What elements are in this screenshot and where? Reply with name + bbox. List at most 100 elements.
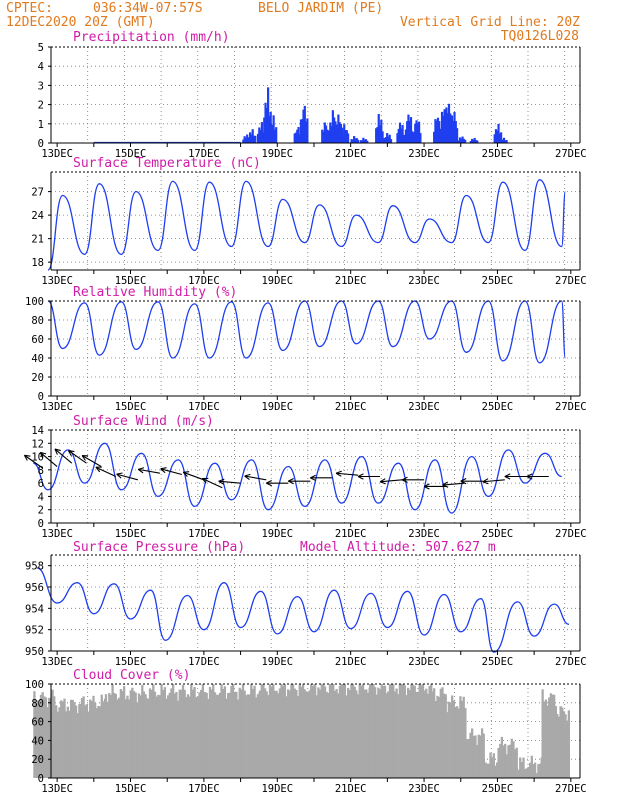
precip-bar [243, 136, 246, 143]
cloud-bar [388, 684, 392, 778]
cloud-bar [205, 692, 208, 778]
x-tick-label: 25DEC [482, 148, 514, 160]
precip-bar [338, 122, 341, 143]
precip-bar [472, 139, 475, 143]
cloud-bar [265, 691, 268, 778]
precip-bar [418, 121, 421, 143]
precip-bar [416, 123, 419, 143]
cloud-bar [549, 693, 553, 778]
y-tick-label: 60 [31, 334, 44, 346]
cloud-bar [430, 684, 433, 778]
wind-arrow-head [68, 450, 75, 453]
cloud-bar [306, 692, 310, 778]
cloud-bar [416, 692, 420, 778]
cloud-bar [46, 707, 49, 778]
wind-arrow-head [40, 451, 47, 455]
cloud-bar [395, 688, 398, 778]
cloud-bar [272, 684, 275, 778]
precip-bar [400, 128, 403, 143]
precip-bar [294, 132, 298, 143]
precip-bar [444, 126, 447, 143]
cloud-bar [144, 694, 147, 778]
cloud-bar [423, 690, 426, 778]
cloud-bar [375, 694, 378, 778]
y-tick-label: 952 [25, 625, 44, 637]
cloud-bar [492, 753, 495, 778]
wind-arrow-head [23, 454, 28, 461]
precip-bar [453, 111, 456, 143]
precip-bar [249, 132, 252, 143]
precip-bar [493, 134, 496, 143]
cloud-bar [97, 705, 100, 778]
precip-bar [476, 140, 479, 143]
precip-bar [375, 128, 378, 143]
wind-arrow-head [81, 455, 86, 461]
precip-bar [366, 140, 369, 143]
wind-arrow-head [160, 468, 166, 474]
cloud-bar [66, 706, 69, 778]
cloud-bar [76, 713, 79, 778]
precip-bar [343, 124, 346, 143]
cloud-bar [303, 689, 306, 778]
cloud-bar [508, 744, 512, 778]
cloud-bar [356, 694, 360, 778]
cloud-bar [556, 713, 559, 778]
cloud-bar [201, 684, 204, 778]
precip-bar [329, 122, 332, 143]
cloud-bar [436, 695, 439, 778]
precip-bar [254, 135, 257, 143]
cloud-bar [146, 698, 149, 778]
cloud-bar [477, 734, 480, 778]
precip-bar [344, 130, 347, 143]
cloud-bar [84, 705, 87, 778]
precip-bar [364, 139, 367, 143]
cloud-bar [104, 694, 108, 778]
cloud-bar [457, 708, 460, 778]
precip-bar [269, 123, 273, 143]
wind-arrow-head [504, 473, 511, 477]
cloud-bar [323, 686, 327, 778]
cloud-bar [60, 700, 63, 778]
wind-arrow-head [54, 448, 58, 455]
cloud-bar [392, 684, 395, 778]
cloud-bar [240, 689, 243, 778]
y-tick-label: 4 [38, 61, 44, 73]
precip-bar [419, 133, 422, 143]
precip-bar [446, 113, 449, 143]
cloud-bar [109, 694, 113, 778]
y-tick-label: 21 [31, 234, 44, 246]
cloud-bar [98, 706, 102, 778]
wind-arrow [202, 477, 223, 489]
precip-bar [505, 140, 508, 143]
wind-arrow-head [379, 481, 386, 485]
cloud-bar [530, 755, 533, 778]
cloud-bar [238, 687, 241, 778]
cloud-bar [462, 696, 465, 778]
x-tick-label: 23DEC [408, 148, 440, 160]
precip-bar [302, 109, 305, 143]
cloud-bar [34, 704, 38, 778]
cloud-bar [282, 685, 285, 778]
y-tick-label: 0 [38, 391, 44, 403]
cloud-bar [290, 684, 293, 778]
precip-bar [404, 129, 407, 143]
cloud-bar [95, 708, 98, 778]
cloud-bar [345, 695, 348, 778]
cloud-bar [355, 690, 358, 778]
wind-arrow-head [266, 482, 272, 487]
precip-bar [504, 140, 507, 143]
wind-arrow [39, 451, 58, 467]
precip-bar [407, 114, 410, 143]
wind-arrow [482, 479, 505, 483]
cloud-bar [343, 684, 346, 778]
y-tick-label: 5 [38, 42, 44, 54]
cloud-bar [553, 694, 556, 778]
precip-bar [353, 136, 356, 143]
cloud-bar [82, 696, 85, 778]
precip-bar [452, 120, 455, 143]
cloud-bar [513, 749, 517, 778]
cloud-bar [507, 745, 510, 778]
cloud-bar [480, 728, 484, 778]
precip-bar [454, 121, 457, 143]
cloud-bar [92, 695, 95, 778]
